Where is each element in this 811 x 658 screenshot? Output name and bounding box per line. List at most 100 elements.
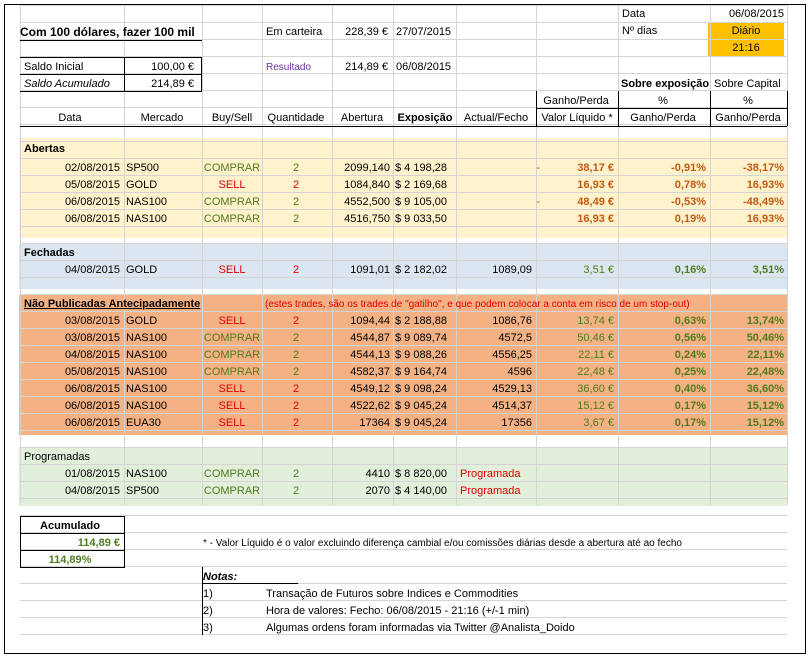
grid-hline <box>20 73 787 74</box>
row-actual: 4572,5 <box>498 332 532 344</box>
row-gain-exposure: -0,53% <box>671 196 706 208</box>
grid-hline <box>20 413 787 414</box>
row-net-value: 16,93 € <box>577 213 614 225</box>
row-market: GOLD <box>126 315 158 327</box>
col-ganho-perda-exp: Ganho/Perda <box>630 112 696 124</box>
row-open: 2099,140 <box>344 162 390 174</box>
acumulado-value: 114,89 € <box>77 537 120 549</box>
row-qty: 2 <box>292 417 300 429</box>
resultado-date: 06/08/2015 <box>396 61 452 73</box>
grid-hline <box>20 345 787 346</box>
grid-hline <box>20 277 787 278</box>
cell-border <box>710 91 711 126</box>
grid-hline <box>20 22 787 23</box>
cell-border <box>536 91 537 126</box>
row-date: 04/08/2015 <box>64 349 120 361</box>
col-valor-liquido: Valor Líquido * <box>541 112 613 124</box>
grid-hline <box>20 124 787 125</box>
row-market: EUA30 <box>126 417 161 429</box>
row-open: 4582,37 <box>350 366 390 378</box>
row-open: 17364 <box>359 417 390 429</box>
em-carteira-value: 228,39 € <box>345 26 388 38</box>
row-side: SELL <box>218 315 246 327</box>
grid-vline <box>536 5 537 505</box>
row-actual: - <box>536 162 540 174</box>
row-market: NAS100 <box>126 366 167 378</box>
grid-vline <box>202 5 203 505</box>
row-qty: 2 <box>292 400 300 412</box>
col-actual-fecho: Actual/Fecho <box>463 112 529 124</box>
grid-vline <box>710 5 711 505</box>
grid-hline <box>20 56 787 57</box>
data-value: 06/08/2015 <box>728 8 784 20</box>
row-qty: 2 <box>292 383 300 395</box>
row-actual <box>456 211 532 228</box>
row-qty: 2 <box>292 264 300 276</box>
row-date: 06/08/2015 <box>64 417 120 429</box>
row-net-value: 13,74 € <box>577 315 614 327</box>
sobre-exposicao-header: Sobre exposição <box>621 78 710 90</box>
fechadas-band <box>19 244 787 289</box>
abertas-band <box>19 138 787 238</box>
grid-hline <box>20 158 787 159</box>
note-2-text: Hora de valores: Fecho: 06/08/2015 - 21:… <box>266 605 530 617</box>
row-market: NAS100 <box>126 213 167 225</box>
programadas-band <box>19 447 787 506</box>
row-gain-capital: 15,12% <box>746 417 784 429</box>
grid-hline <box>20 464 787 465</box>
row-qty: 2 <box>292 179 300 191</box>
row-qty: 2 <box>292 332 300 344</box>
row-side: COMPRAR <box>203 213 261 225</box>
row-side: SELL <box>218 383 246 395</box>
row-side: COMPRAR <box>203 468 261 480</box>
note-1-num: 1) <box>203 588 213 600</box>
row-market: GOLD <box>126 264 158 276</box>
cell-border <box>20 91 202 92</box>
footnote: * - Valor Líquido é o valor excluindo di… <box>203 538 682 549</box>
row-gain-exposure: 0,56% <box>674 332 706 344</box>
grid-vline <box>262 5 263 505</box>
row-gain-capital: 15,12% <box>746 400 784 412</box>
row-net-value: 48,49 € <box>577 196 614 208</box>
row-open: 1091,01 <box>350 264 390 276</box>
row-date: 01/08/2015 <box>64 468 120 480</box>
row-qty: 2 <box>292 366 300 378</box>
row-market: NAS100 <box>126 196 167 208</box>
grid-vline <box>787 5 788 505</box>
row-side: COMPRAR <box>203 366 261 378</box>
row-actual: 1089,09 <box>492 264 532 276</box>
grid-vline <box>20 5 21 505</box>
row-date: 06/08/2015 <box>64 383 120 395</box>
cell-border <box>20 40 202 41</box>
col-quantidade: Quantidade <box>267 112 325 124</box>
em-carteira-label: Em carteira <box>266 26 323 38</box>
grid-hline <box>20 209 787 210</box>
row-gain-capital: -38,17% <box>743 162 784 174</box>
row-net-value: 50,46 € <box>577 332 614 344</box>
row-open: 4522,62 <box>350 400 390 412</box>
row-side: COMPRAR <box>203 349 261 361</box>
grid-hline <box>20 617 787 618</box>
row-gain-capital: 50,46% <box>746 332 784 344</box>
row-gain-exposure: 0,25% <box>674 366 706 378</box>
ganho-perda-header: Ganho/Perda <box>543 95 609 107</box>
row-date: 05/08/2015 <box>64 366 120 378</box>
grid-hline <box>20 583 787 584</box>
row-market: NAS100 <box>126 332 167 344</box>
row-date: 06/08/2015 <box>64 196 120 208</box>
pct-header-1: % <box>658 95 668 107</box>
row-net-value: 15,12 € <box>577 400 614 412</box>
fechadas-title: Fechadas <box>24 247 75 259</box>
grid-hline <box>20 600 787 601</box>
row-gain-capital: 16,93% <box>746 179 784 191</box>
nao-publicadas-note: (estes trades, são os trades de "gatilho… <box>265 299 690 310</box>
row-side: SELL <box>218 400 246 412</box>
row-date: 04/08/2015 <box>64 485 120 497</box>
grid-hline <box>20 192 787 193</box>
row-exposure: $ 2 169,68 <box>395 179 447 191</box>
grid-hline <box>20 311 787 312</box>
row-actual: 1086,76 <box>492 315 532 327</box>
acumulado-pct: 114,89% <box>48 554 92 566</box>
row-market: NAS100 <box>126 400 167 412</box>
saldo-acumulado-value: 214,89 € <box>151 78 194 90</box>
